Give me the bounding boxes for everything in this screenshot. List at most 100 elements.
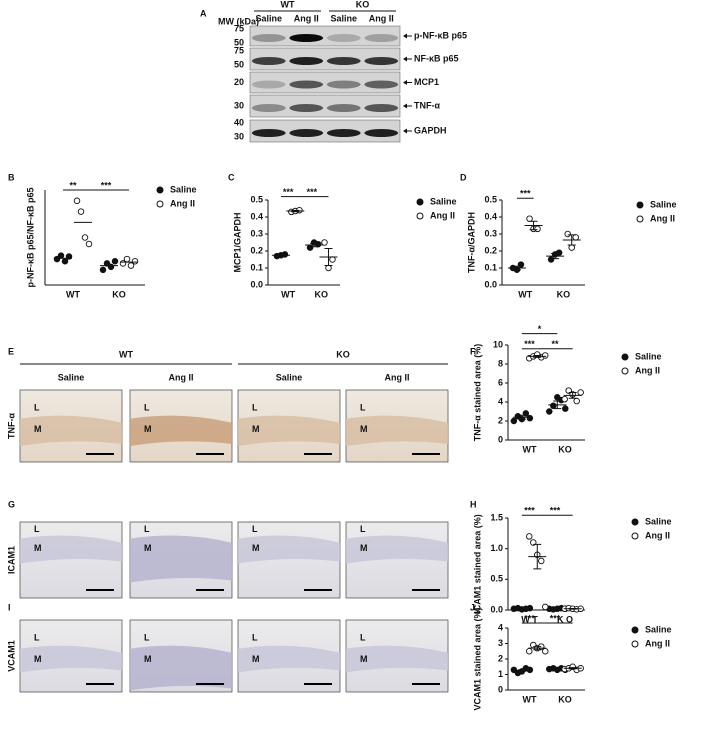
y-tick-label: 0 — [498, 684, 503, 694]
data-point — [111, 258, 119, 265]
tissue — [346, 645, 448, 673]
band — [289, 80, 324, 89]
x-tick-label: WT — [518, 289, 532, 299]
legend-label: Saline — [170, 184, 197, 194]
data-point — [546, 408, 553, 415]
band — [326, 57, 361, 65]
panel-letter: I — [8, 602, 11, 612]
media-label: M — [360, 424, 368, 434]
significance-label: *** — [520, 189, 531, 199]
y-tick-label: 1.0 — [490, 543, 503, 553]
x-tick-label: KO — [112, 289, 126, 299]
error-bar — [551, 253, 560, 260]
y-tick-label: 0.0 — [484, 279, 497, 289]
data-point — [53, 255, 61, 263]
data-point — [542, 648, 549, 655]
data-point — [99, 266, 107, 274]
data-point — [81, 234, 89, 241]
y-tick-label: 1 — [498, 669, 503, 679]
data-point — [103, 260, 111, 267]
blot-row-label: p-NF-κB p65 — [414, 30, 467, 40]
data-point — [526, 414, 534, 422]
significance-label: *** — [550, 506, 561, 516]
blot-row-label: TNF-α — [414, 100, 440, 110]
error-bar — [533, 543, 542, 570]
panel-letter: B — [8, 172, 15, 182]
media-label: M — [252, 424, 260, 434]
blot-strip — [249, 47, 401, 71]
data-point — [568, 244, 575, 251]
panel-letter: H — [470, 499, 477, 509]
y-tick-label: 3 — [498, 638, 503, 648]
y-tick-label: 10 — [493, 339, 503, 349]
y-tick-label: 2 — [498, 653, 503, 663]
mw-label: 40 — [234, 117, 244, 127]
tissue — [238, 645, 340, 673]
panel-letter: C — [228, 172, 235, 182]
tissue — [238, 535, 340, 564]
band — [289, 34, 324, 42]
stain-label: VCAM1 — [6, 640, 16, 672]
mw-label: 30 — [234, 100, 244, 110]
band — [251, 129, 286, 137]
panel-letter: D — [460, 172, 467, 182]
tissue — [20, 415, 122, 446]
legend-marker — [621, 367, 629, 375]
y-tick-label: 4 — [498, 622, 503, 632]
y-tick-label: 0.2 — [250, 245, 263, 255]
data-point — [572, 234, 579, 241]
tissue — [20, 535, 122, 564]
error-bar — [512, 265, 521, 271]
legend-marker — [631, 518, 639, 526]
lane-label: Saline — [276, 372, 303, 382]
lumen-label: L — [34, 402, 40, 412]
y-tick-label: 0.3 — [250, 228, 263, 238]
significance-label: ** — [551, 339, 559, 349]
data-point — [577, 389, 584, 396]
media-label: M — [34, 654, 42, 664]
tissue — [20, 645, 122, 673]
band — [289, 104, 324, 112]
legend-label: Saline — [635, 351, 662, 361]
error-bar — [533, 354, 542, 358]
significance-label: *** — [524, 339, 535, 349]
media-label: M — [252, 543, 260, 553]
band — [364, 80, 399, 89]
data-point — [314, 240, 322, 248]
significance-label: *** — [524, 506, 535, 516]
legend-label: Ang II — [645, 638, 670, 648]
error-bar — [517, 414, 526, 420]
band — [289, 129, 324, 137]
data-point — [325, 264, 332, 272]
mw-label: 75 — [234, 23, 244, 33]
band — [326, 80, 361, 89]
mw-label: 20 — [234, 77, 244, 87]
legend-marker — [636, 201, 644, 209]
media-label: M — [144, 654, 152, 664]
data-point — [131, 258, 139, 265]
data-point — [555, 249, 563, 256]
y-axis-label: ICAM1 stained area (%) — [472, 514, 482, 614]
data-point — [542, 603, 549, 611]
error-bar — [553, 607, 562, 610]
data-point — [57, 252, 65, 259]
data-point — [526, 604, 534, 612]
tissue — [130, 535, 232, 583]
data-point — [561, 395, 568, 403]
y-axis-label: MCP1/GAPDH — [232, 212, 242, 272]
y-tick-label: 0.5 — [490, 574, 503, 584]
lumen-label: L — [144, 524, 150, 534]
error-bar — [568, 392, 577, 399]
legend-marker — [416, 198, 424, 206]
data-point — [526, 648, 533, 655]
data-point — [510, 417, 518, 425]
legend-marker — [416, 212, 424, 220]
blot-strip — [249, 25, 401, 47]
band — [251, 80, 286, 89]
y-tick-label: 8 — [498, 358, 503, 368]
error-bar — [517, 607, 526, 610]
y-tick-label: 6 — [498, 377, 503, 387]
legend-label: Ang II — [635, 365, 660, 375]
error-bar — [567, 234, 576, 246]
arrow-head — [403, 128, 407, 134]
